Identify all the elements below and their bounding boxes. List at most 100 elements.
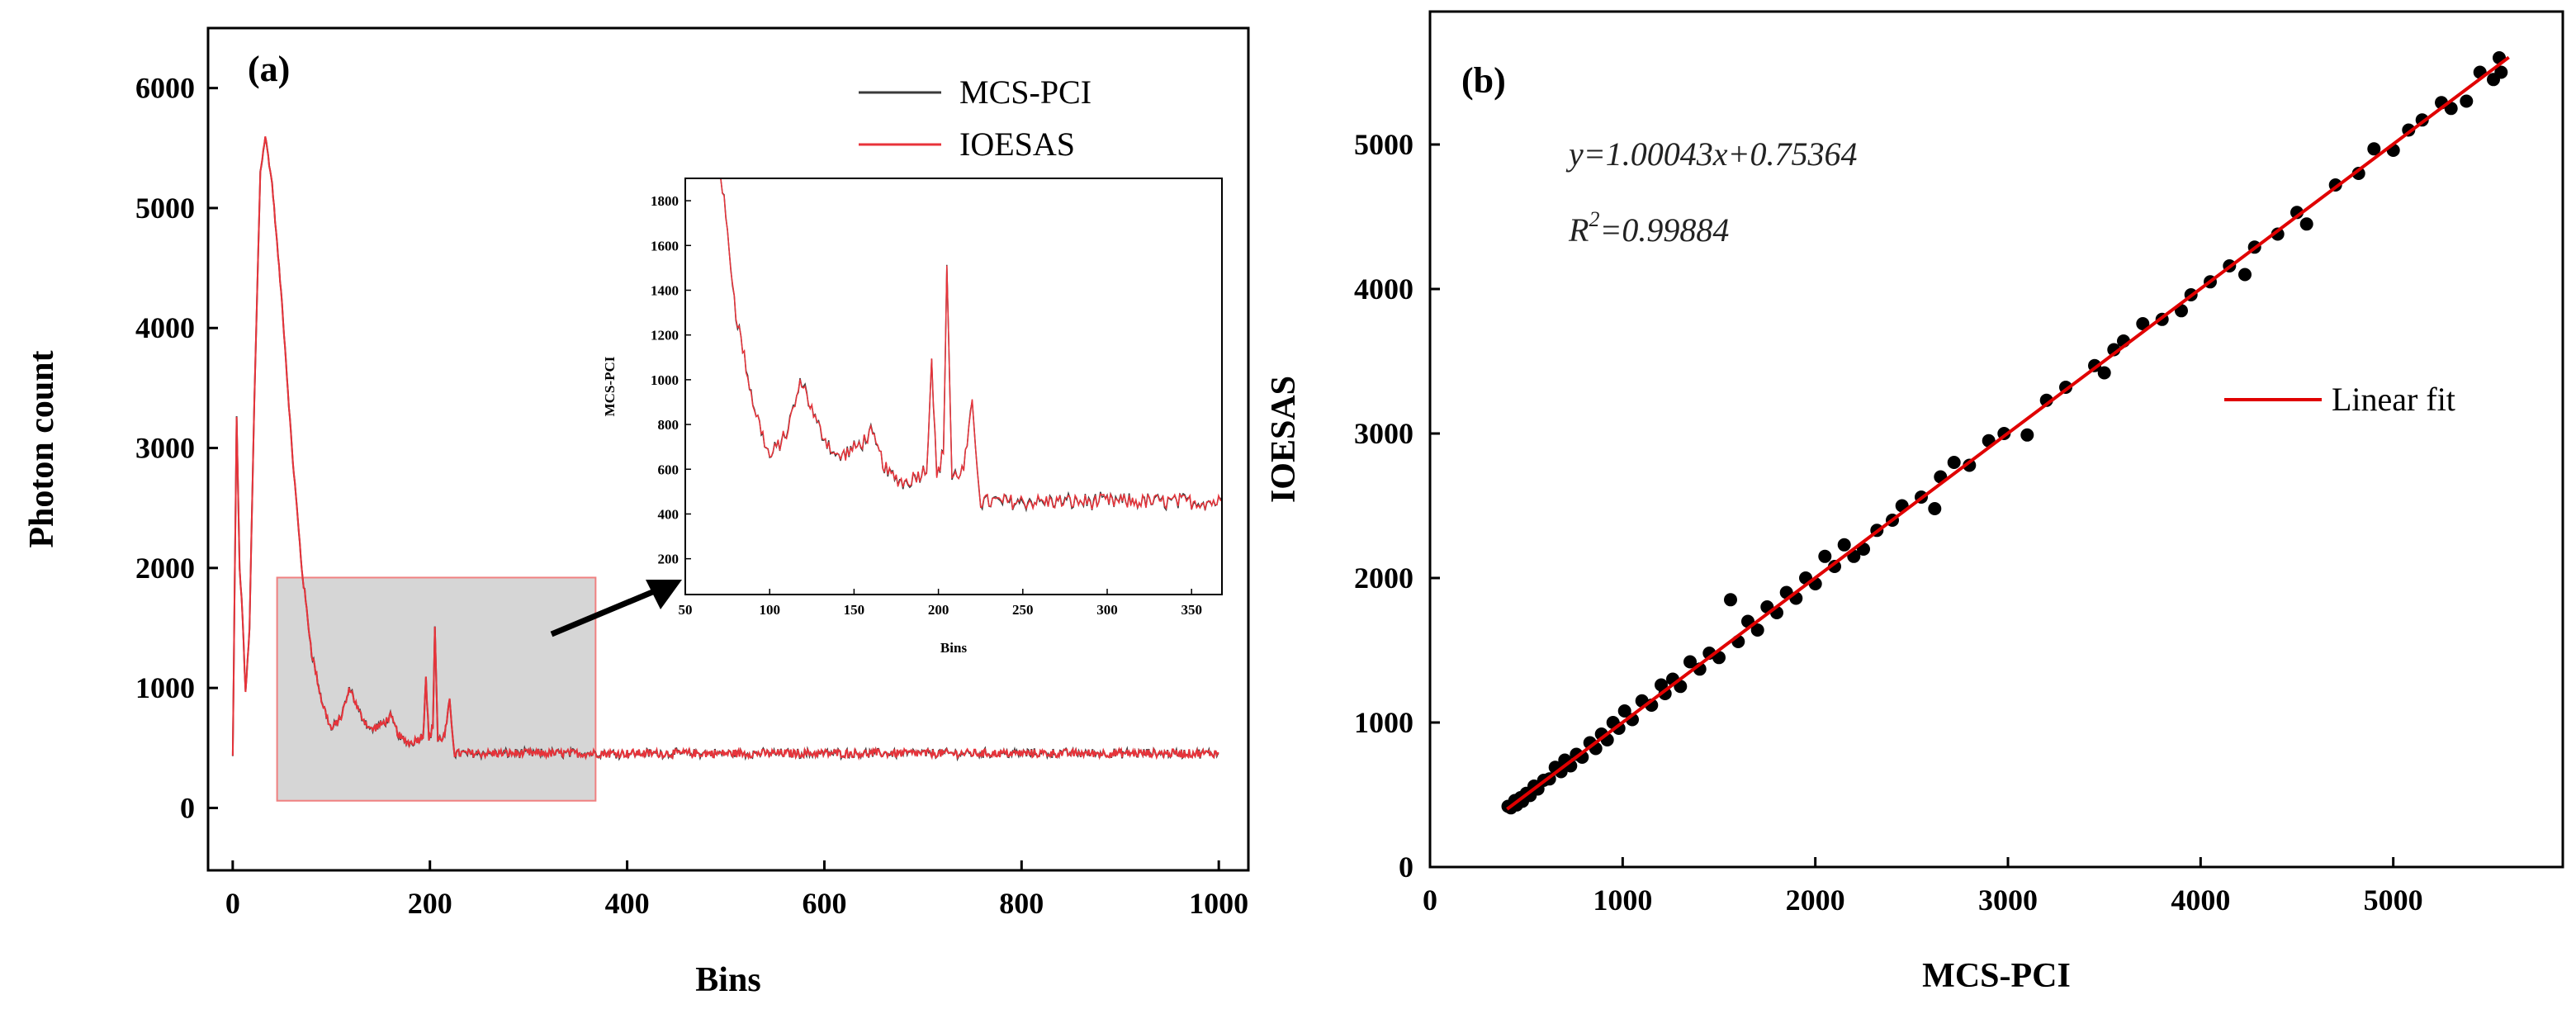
b-y-tick-label-2000: 2000	[1354, 561, 1413, 595]
inset-xlabel: Bins	[940, 640, 968, 656]
inset-x-tick-label-200: 200	[928, 602, 949, 618]
inset-series-ioesas	[685, 178, 1223, 512]
panel-a-ticks: 0 200 400 600 800 1000 0 1000 2000 3000 4000 5000 60…	[135, 72, 1248, 920]
inset-plot: 50 100 150 200 250 300 350 200 400 600 800 1000 1200…	[602, 178, 1223, 656]
panel-a-xlabel: Bins	[695, 961, 760, 999]
panel-b-ylabel: IOESAS	[1265, 376, 1303, 503]
data-point	[1837, 538, 1851, 552]
legend-label-mcs: MCS-PCI	[959, 73, 1091, 111]
b-x-tick-label-4000: 4000	[2171, 884, 2230, 917]
x-tick-label-400: 400	[605, 887, 650, 920]
panel-b-ticks: 0 1000 2000 3000 4000 5000 0 1000 2000 3000 4000 50…	[1354, 128, 2423, 917]
inset-y-tick-label-800: 800	[658, 417, 680, 433]
b-y-tick-label-4000: 4000	[1354, 272, 1413, 306]
inset-y-tick-label-1400: 1400	[651, 282, 679, 298]
r-symbol: R	[1568, 211, 1589, 249]
x-tick-label-800: 800	[999, 887, 1044, 920]
y-tick-label-3000: 3000	[135, 432, 195, 465]
y-tick-label-6000: 6000	[135, 72, 195, 105]
data-point	[2367, 142, 2381, 156]
b-y-tick-label-3000: 3000	[1354, 417, 1413, 450]
y-tick-label-0: 0	[180, 791, 195, 824]
b-x-tick-label-0: 0	[1423, 884, 1437, 917]
data-point	[2494, 65, 2508, 79]
data-point	[2299, 217, 2313, 231]
panel-b-xlabel: MCS-PCI	[1922, 957, 2071, 995]
data-point	[1750, 623, 1764, 637]
series-ioesas	[231, 136, 1219, 761]
panel-b-label: (b)	[1461, 60, 1506, 101]
y-tick-label-4000: 4000	[135, 311, 195, 344]
inset-y-tick-label-600: 600	[658, 462, 680, 477]
inset-series-lines	[685, 178, 1223, 513]
inset-background	[685, 178, 1222, 595]
x-tick-label-0: 0	[225, 887, 240, 920]
data-point	[2020, 428, 2034, 442]
data-point	[1683, 655, 1697, 669]
x-tick-label-1000: 1000	[1189, 887, 1248, 920]
inset-x-tick-label-350: 350	[1181, 602, 1202, 618]
panel-b-frame	[1428, 10, 2564, 869]
b-y-tick-label-0: 0	[1399, 851, 1413, 884]
data-point	[2271, 227, 2285, 241]
data-point	[1617, 704, 1631, 718]
inset-y-tick-label-1800: 1800	[651, 193, 679, 209]
b-x-tick-label-2000: 2000	[1786, 884, 1845, 917]
inset-x-tick-label-50: 50	[679, 602, 693, 618]
data-point	[1947, 456, 1961, 469]
x-tick-label-600: 600	[802, 887, 846, 920]
inset-x-tick-label-250: 250	[1012, 602, 1034, 618]
inset-y-tick-label-1600: 1600	[651, 238, 679, 254]
inset-y-tick-label-1200: 1200	[651, 328, 679, 344]
data-point	[2136, 317, 2150, 330]
inset-x-tick-label-300: 300	[1096, 602, 1118, 618]
legend-label-ioesas: IOESAS	[959, 126, 1075, 163]
data-point	[1724, 593, 1737, 607]
b-x-tick-label-5000: 5000	[2364, 884, 2423, 917]
inset-x-tick-label-100: 100	[759, 602, 780, 618]
r-superscript: 2	[1589, 207, 1599, 231]
data-point	[1612, 722, 1626, 735]
x-tick-label-200: 200	[408, 887, 452, 920]
inset-x-tick-label-150: 150	[844, 602, 865, 618]
data-point	[2238, 268, 2252, 282]
arrow-shaft	[550, 587, 658, 637]
data-point	[2097, 366, 2111, 380]
inset-y-tick-label-1000: 1000	[651, 372, 679, 388]
panel-a-series-lines	[231, 136, 1219, 762]
data-point	[1963, 458, 1977, 472]
fit-equation: y=1.00043x+0.75364	[1565, 135, 1858, 173]
inset-y-tick-label-400: 400	[658, 506, 680, 522]
data-point	[1818, 549, 1832, 563]
arrow-head	[646, 580, 682, 609]
panel-a-ylabel: Photon count	[23, 350, 61, 547]
panel-a-label: (a)	[248, 49, 290, 89]
data-point	[1928, 502, 1942, 515]
panel-a-legend: MCS-PCI IOESAS	[859, 73, 1091, 163]
y-tick-label-1000: 1000	[135, 671, 195, 704]
inset-frame	[684, 178, 1223, 595]
b-y-tick-label-1000: 1000	[1354, 706, 1413, 739]
data-point	[2351, 167, 2365, 180]
data-point	[1828, 560, 1841, 573]
r-value: =0.99884	[1599, 211, 1729, 249]
panel-a: 0 200 400 600 800 1000 0 1000 2000 3000 4000 5000 60…	[23, 26, 1250, 999]
y-tick-label-2000: 2000	[135, 552, 195, 585]
panel-b-legend: Linear fit	[2224, 381, 2455, 418]
zoom-arrow	[550, 580, 682, 637]
y-tick-label-5000: 5000	[135, 192, 195, 225]
inset-ylabel: MCS-PCI	[602, 356, 618, 416]
data-point	[2460, 94, 2474, 108]
data-point	[1658, 687, 1672, 700]
b-y-tick-label-5000: 5000	[1354, 128, 1413, 161]
b-x-tick-label-3000: 3000	[1978, 884, 2038, 917]
inset-y-tick-label-200: 200	[658, 552, 680, 567]
inset-ticks: 50 100 150 200 250 300 350 200 400 600 800 1000 1200…	[651, 193, 1202, 618]
fit-r-squared: R2=0.99884	[1568, 207, 1729, 249]
fit-line	[1506, 55, 2510, 811]
panel-b-fit	[1506, 55, 2510, 811]
panel-b: 0 1000 2000 3000 4000 5000 0 1000 2000 3000 4000 50…	[1265, 10, 2564, 995]
data-point	[1554, 765, 1568, 779]
legend-label-fit: Linear fit	[2332, 381, 2455, 418]
